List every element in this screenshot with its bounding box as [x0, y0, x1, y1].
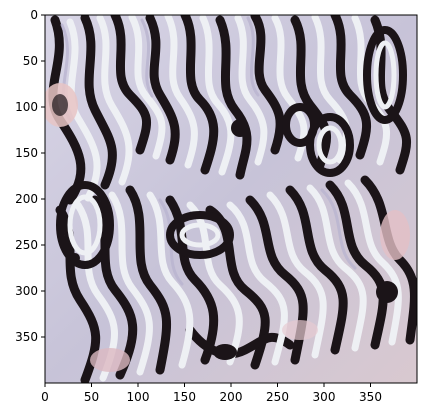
y-axis: 0 50 100 150 200 250 300 350	[15, 8, 45, 344]
y-tick-label: 50	[23, 54, 38, 68]
swirl-pattern	[48, 15, 417, 383]
x-tick-label: 0	[41, 390, 49, 404]
y-tick-label: 250	[15, 238, 38, 252]
x-tick-label: 100	[127, 390, 150, 404]
x-tick-label: 50	[84, 390, 99, 404]
image-area	[45, 15, 417, 383]
pink-accents	[45, 83, 410, 372]
dark-spots	[70, 119, 398, 360]
y-tick-label: 0	[30, 8, 38, 22]
x-axis: 0 50 100 150 200 250 300 350	[41, 383, 382, 404]
x-tick-label: 300	[313, 390, 336, 404]
x-tick-label: 200	[220, 390, 243, 404]
y-tick-label: 200	[15, 192, 38, 206]
y-tick-label: 350	[15, 330, 38, 344]
y-tick-label: 150	[15, 146, 38, 160]
y-tick-label: 300	[15, 284, 38, 298]
y-tick-label: 100	[15, 100, 38, 114]
x-tick-label: 350	[359, 390, 382, 404]
x-tick-label: 150	[173, 390, 196, 404]
x-tick-label: 250	[266, 390, 289, 404]
